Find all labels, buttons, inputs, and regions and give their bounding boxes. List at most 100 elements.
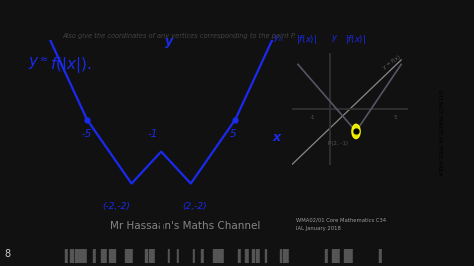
Text: P(2, -1): P(2, -1) xyxy=(328,141,347,146)
Bar xyxy=(303,249,304,263)
Text: (2,-2): (2,-2) xyxy=(182,202,207,211)
Bar xyxy=(252,249,254,263)
Bar xyxy=(75,249,78,263)
Text: $\mathit{f}(|x|).$: $\mathit{f}(|x|).$ xyxy=(50,55,91,74)
Bar xyxy=(312,249,315,263)
Bar xyxy=(246,249,248,263)
Bar xyxy=(316,249,317,263)
Bar xyxy=(295,249,297,263)
Bar xyxy=(275,249,279,263)
Bar xyxy=(244,249,245,263)
Bar xyxy=(135,249,139,263)
Bar xyxy=(319,249,323,263)
Text: (-2,-2): (-2,-2) xyxy=(102,202,130,211)
Bar xyxy=(155,249,158,263)
Bar xyxy=(216,249,219,263)
Bar xyxy=(107,249,108,263)
Text: DO NOT WRITE IN THIS AREA: DO NOT WRITE IN THIS AREA xyxy=(437,90,442,176)
Bar xyxy=(353,249,356,263)
Bar xyxy=(208,249,210,263)
Bar xyxy=(237,249,241,263)
Bar xyxy=(79,249,81,263)
Bar xyxy=(234,249,237,263)
Bar xyxy=(366,249,369,263)
Bar xyxy=(332,249,336,263)
Text: y = f(x): y = f(x) xyxy=(382,54,401,70)
Text: x: x xyxy=(272,131,281,144)
Bar xyxy=(92,249,95,263)
Text: Mr Hassaan's Maths Channel: Mr Hassaan's Maths Channel xyxy=(110,221,260,231)
Bar xyxy=(318,249,319,263)
Bar xyxy=(272,249,274,263)
Bar xyxy=(109,249,112,263)
Bar xyxy=(219,249,223,263)
Bar xyxy=(260,249,264,263)
Bar xyxy=(130,249,132,263)
Bar xyxy=(382,249,383,263)
Bar xyxy=(370,249,374,263)
Bar xyxy=(65,249,68,263)
Text: IAL January 2018: IAL January 2018 xyxy=(296,226,341,231)
Bar xyxy=(179,249,181,263)
Bar xyxy=(173,249,175,263)
Bar xyxy=(379,249,381,263)
Bar xyxy=(177,249,178,263)
Bar xyxy=(264,249,266,263)
Bar xyxy=(85,249,86,263)
Text: WMA02/01 Core Mathematics C34: WMA02/01 Core Mathematics C34 xyxy=(296,218,387,223)
Text: y: y xyxy=(165,35,173,48)
Bar xyxy=(125,249,126,263)
Bar xyxy=(249,249,252,263)
Text: -1: -1 xyxy=(310,115,315,120)
Bar xyxy=(340,249,343,263)
Bar xyxy=(305,249,307,263)
Bar xyxy=(142,249,145,263)
Bar xyxy=(104,249,106,263)
Text: $\mathit{y}$: $\mathit{y}$ xyxy=(28,55,40,70)
Bar xyxy=(168,249,169,263)
Bar xyxy=(195,249,198,263)
Bar xyxy=(283,249,286,263)
Bar xyxy=(90,249,92,263)
Bar xyxy=(140,249,141,263)
Bar xyxy=(308,249,311,263)
Bar xyxy=(149,249,152,263)
Bar xyxy=(201,249,203,263)
Text: $|f(x)|$: $|f(x)|$ xyxy=(296,33,318,46)
Bar xyxy=(230,249,233,263)
Bar xyxy=(375,249,378,263)
Text: $y_n$: $y_n$ xyxy=(273,33,283,44)
Bar xyxy=(286,249,289,263)
Bar xyxy=(198,249,201,263)
Bar xyxy=(182,249,184,263)
Bar xyxy=(186,249,188,263)
Bar xyxy=(344,249,346,263)
Bar xyxy=(71,249,73,263)
Bar xyxy=(82,249,83,263)
Bar xyxy=(165,249,167,263)
Text: -5: -5 xyxy=(81,129,91,139)
Text: 5: 5 xyxy=(230,129,237,139)
Bar xyxy=(68,249,69,263)
Text: Also give the coordinates of any vertices corresponding to the point P.: Also give the coordinates of any vertice… xyxy=(63,33,297,39)
Bar xyxy=(159,249,160,263)
Bar xyxy=(170,249,172,263)
Bar xyxy=(255,249,259,263)
Bar xyxy=(87,249,89,263)
Bar xyxy=(290,249,292,263)
Bar xyxy=(328,249,330,263)
Bar xyxy=(101,249,103,263)
Bar xyxy=(357,249,360,263)
Circle shape xyxy=(352,124,360,139)
Bar xyxy=(268,249,271,263)
Bar xyxy=(227,249,229,263)
Bar xyxy=(113,249,115,263)
Text: -1: -1 xyxy=(147,129,157,139)
Text: $y$: $y$ xyxy=(331,33,338,44)
Bar xyxy=(162,249,164,263)
Bar xyxy=(117,249,120,263)
Bar xyxy=(62,249,64,263)
Bar xyxy=(204,249,206,263)
Text: $|f(x)|$: $|f(x)|$ xyxy=(345,33,366,46)
Bar xyxy=(134,249,135,263)
